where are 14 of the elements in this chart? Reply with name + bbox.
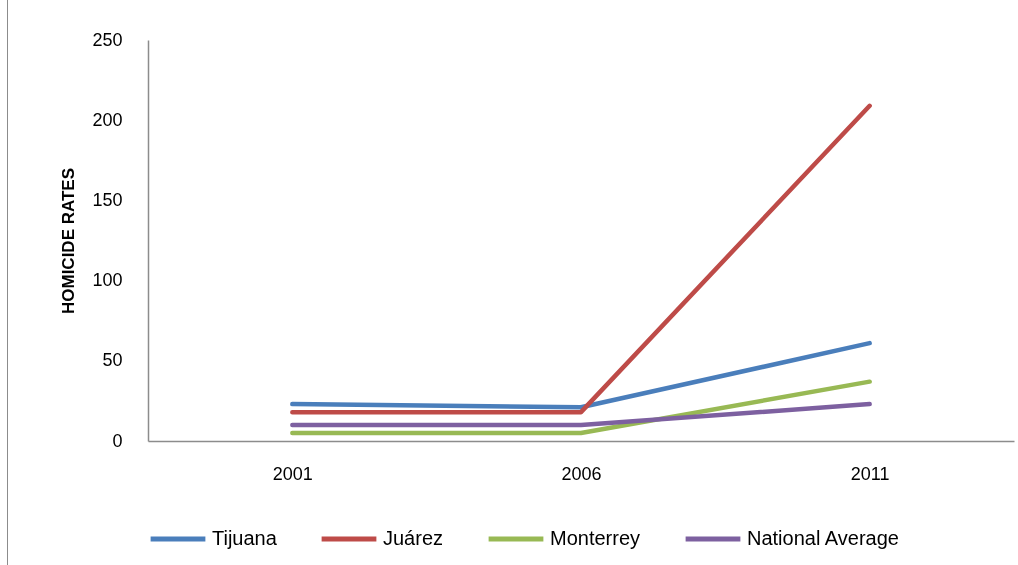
x-tick-label: 2011 — [850, 463, 890, 484]
legend-label: Juárez — [383, 527, 444, 549]
y-tick-label: 0 — [112, 430, 123, 451]
y-tick-label: 250 — [92, 29, 123, 50]
y-tick-label: 100 — [92, 270, 123, 291]
legend-label: National Average — [747, 527, 899, 549]
x-tick-label: 2001 — [272, 463, 313, 484]
legend-label: Monterrey — [550, 527, 641, 549]
y-tick-label: 50 — [102, 350, 123, 371]
y-axis-title: HOMICIDE RATES — [59, 167, 79, 315]
y-tick-label: 200 — [92, 109, 123, 130]
y-tick-label: 150 — [92, 189, 123, 210]
x-tick-label: 2006 — [561, 463, 602, 484]
legend-label: Tijuana — [212, 527, 278, 549]
